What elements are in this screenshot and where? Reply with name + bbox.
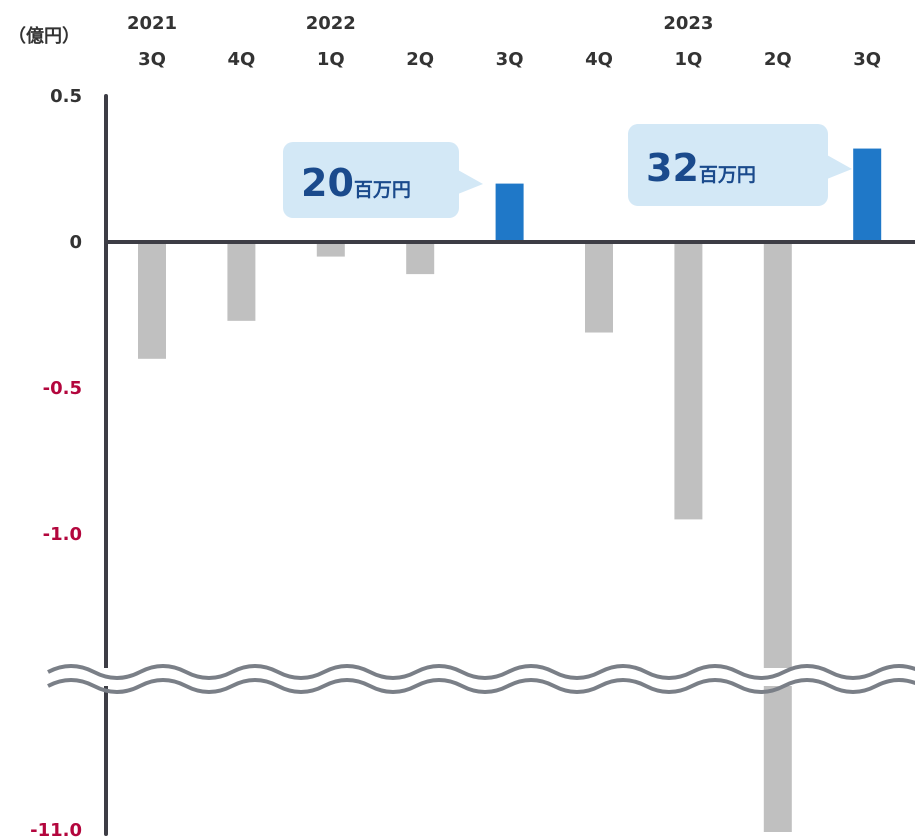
year-label: 2021: [127, 13, 177, 34]
break-wave-lower: [47, 678, 915, 694]
year-label: 2022: [306, 13, 356, 34]
callout-pointer: [458, 170, 483, 194]
quarter-label: 1Q: [674, 49, 702, 70]
callout-unit: 百万円: [699, 164, 756, 186]
callout-unit: 百万円: [354, 179, 411, 201]
quarter-label: 3Q: [853, 49, 881, 70]
y-tick-label: -1.0: [43, 524, 82, 545]
callout-number: 20: [301, 161, 354, 205]
callouts: 20百万円 32百万円: [283, 124, 852, 218]
bar: [585, 242, 613, 333]
quarter-label: 3Q: [496, 49, 524, 70]
callout: 20百万円: [283, 142, 483, 218]
bar: [138, 242, 166, 359]
break-wave-upper: [47, 664, 915, 680]
quarter-label: 2Q: [406, 49, 434, 70]
callout-box: [628, 124, 828, 206]
quarter-label: 1Q: [317, 49, 345, 70]
quarter-labels: 3Q 4Q 1Q 2Q 3Q 4Q 1Q 2Q 3Q: [138, 49, 881, 70]
bar: [763, 242, 792, 832]
callout-pointer: [827, 155, 852, 179]
bar: [495, 183, 524, 242]
year-label: 2023: [663, 13, 713, 34]
quarter-label: 2Q: [764, 49, 792, 70]
callout-number: 32: [646, 146, 699, 190]
callout: 32百万円: [628, 124, 852, 206]
quarter-label: 3Q: [138, 49, 166, 70]
y-axis-ticks: 0.5 0 -0.5 -1.0 -11.0: [30, 86, 82, 839]
axis-break: [40, 664, 915, 694]
y-tick-label: -11.0: [30, 820, 82, 839]
callout-label: 32百万円: [646, 146, 756, 190]
y-tick-label: 0.5: [50, 86, 82, 107]
callout-box: [283, 142, 459, 218]
unit-label: （億円）: [8, 25, 80, 47]
bar: [674, 242, 703, 520]
axes: [104, 94, 915, 836]
callout-label: 20百万円: [301, 161, 411, 205]
quarter-label: 4Q: [585, 49, 613, 70]
bars: [138, 148, 882, 832]
bar: [316, 242, 345, 257]
y-tick-label: 0: [69, 232, 82, 253]
y-tick-label: -0.5: [43, 378, 82, 399]
quarter-label: 4Q: [227, 49, 255, 70]
bar: [406, 242, 435, 275]
bar: [853, 148, 882, 242]
bar: [227, 242, 256, 321]
year-labels: 2021 2022 2023: [127, 13, 714, 34]
